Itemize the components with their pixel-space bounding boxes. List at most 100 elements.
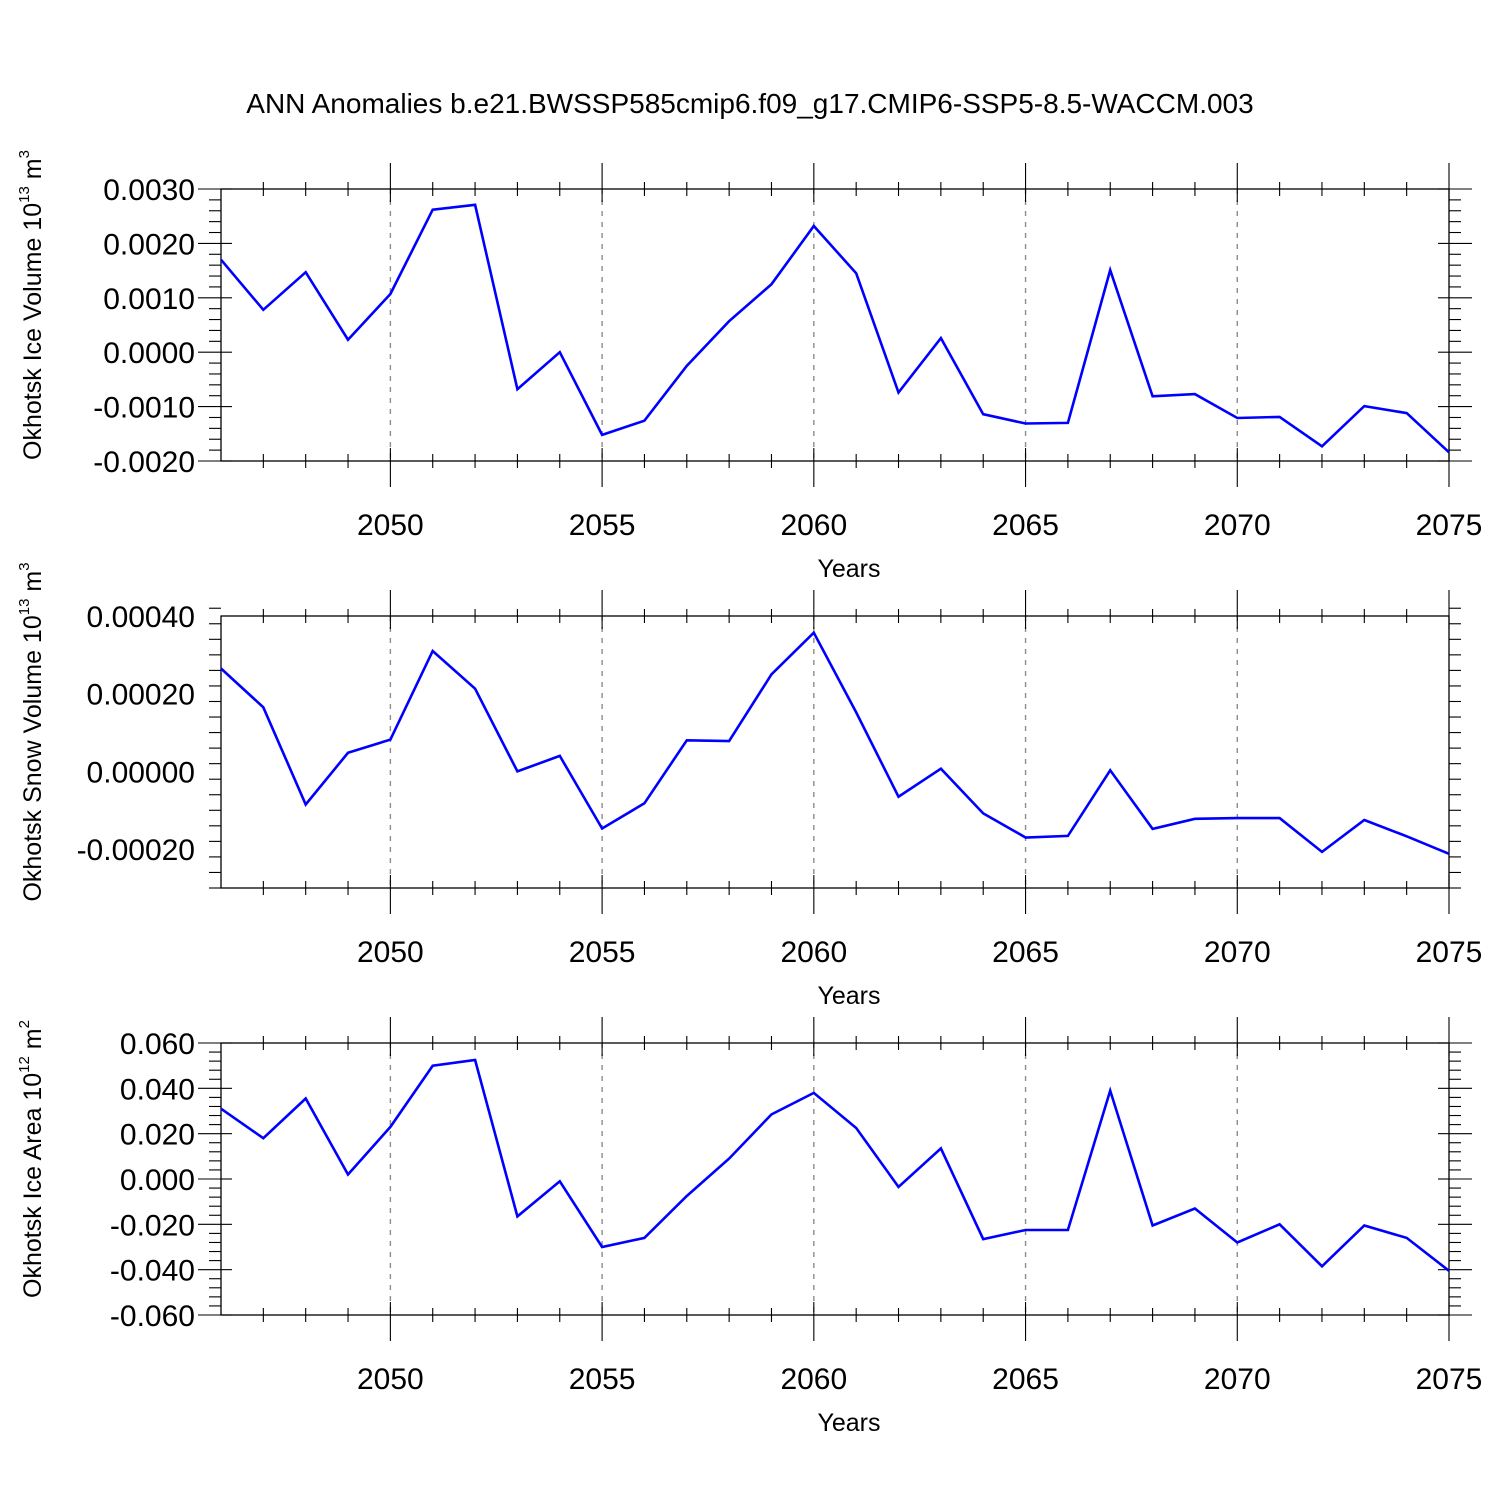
x-tick-label: 2060	[780, 1363, 847, 1396]
data-point	[558, 1179, 562, 1183]
data-point	[981, 811, 985, 815]
data-point	[642, 801, 646, 805]
data-point	[981, 1237, 985, 1241]
y-axis-label-unit: m	[19, 1028, 47, 1056]
data-point	[1024, 835, 1028, 839]
data-point	[854, 271, 858, 275]
plot-frame	[220, 188, 1450, 462]
data-point	[346, 751, 350, 755]
data-point	[1447, 852, 1451, 856]
data-point	[304, 1097, 308, 1101]
y-tick-label: -0.020	[110, 1209, 195, 1242]
data-point	[600, 827, 604, 831]
data-point	[219, 1107, 223, 1111]
data-point	[1320, 1264, 1324, 1268]
chart-panel-2: 2050 2055 2060 2065 2070 2075 -0.00020 0.00000 0…	[16, 562, 1482, 1010]
y-axis-label-unit-exponent: 3	[16, 150, 33, 158]
y-tick-label: 0.060	[120, 1028, 195, 1061]
x-tick-label: 2055	[569, 509, 636, 542]
data-point	[473, 203, 477, 207]
data-point	[854, 710, 858, 714]
data-point	[854, 1126, 858, 1130]
data-point	[812, 631, 816, 635]
data-point	[473, 1058, 477, 1062]
data-point	[1278, 1222, 1282, 1226]
x-axis-label: Years	[817, 1409, 880, 1437]
x-axis-label: Years	[817, 555, 880, 583]
data-point	[219, 258, 223, 262]
data-point	[642, 419, 646, 423]
series-line	[220, 203, 1450, 454]
data-point	[1235, 816, 1239, 820]
figure-title: ANN Anomalies b.e21.BWSSP585cmip6.f09_g1…	[246, 88, 1253, 119]
x-tick-label: 2075	[1416, 936, 1483, 969]
data-point	[1405, 1236, 1409, 1240]
plot-frame	[220, 615, 1450, 889]
y-tick-label: -0.0020	[93, 446, 195, 479]
data-point	[1320, 850, 1324, 854]
y-tick-label: 0.00000	[87, 756, 195, 789]
y-tick-label: 0.040	[120, 1073, 195, 1106]
x-tick-label: 2060	[780, 509, 847, 542]
series-line	[220, 630, 1450, 856]
y-axis-label-text: Okhotsk Ice Volume 10	[19, 203, 47, 460]
x-tick-label: 2055	[569, 936, 636, 969]
data-point	[600, 1245, 604, 1249]
data-point	[939, 767, 943, 771]
y-tick-label: 0.0010	[103, 283, 195, 316]
data-point	[897, 1185, 901, 1189]
x-tick-label: 2060	[780, 936, 847, 969]
data-point	[1362, 1223, 1366, 1227]
data-point	[1024, 1228, 1028, 1232]
data-point	[304, 270, 308, 274]
data-point	[1066, 834, 1070, 838]
data-point	[685, 1194, 689, 1198]
data-point	[558, 754, 562, 758]
data-point	[1278, 415, 1282, 419]
y-axis-label-unit-exponent: 2	[16, 1020, 33, 1028]
data-point	[388, 738, 392, 742]
data-point	[515, 769, 519, 773]
y-axis-label: Okhotsk Snow Volume 1013 m3	[16, 562, 47, 901]
data-point	[1108, 1089, 1112, 1093]
data-point	[685, 364, 689, 368]
x-tick-label: 2050	[357, 1363, 424, 1396]
y-axis-label-text: Okhotsk Ice Area 10	[19, 1073, 47, 1298]
panels: 2050 2055 2060 2065 2070 2075 -0.0020 -0.0010 0.…	[16, 150, 1482, 1437]
data-point	[388, 292, 392, 296]
y-tick-label: 0.0000	[103, 337, 195, 370]
x-tick-label: 2050	[357, 509, 424, 542]
data-point	[1447, 450, 1451, 454]
data-point	[939, 1146, 943, 1150]
data-point	[388, 1125, 392, 1129]
series-line	[220, 1058, 1450, 1272]
data-point	[600, 433, 604, 437]
x-tick-label: 2075	[1416, 1363, 1483, 1396]
data-point	[1024, 421, 1028, 425]
data-point	[1193, 1206, 1197, 1210]
y-tick-label: 0.00020	[87, 679, 195, 712]
y-tick-label: 0.00040	[87, 601, 195, 634]
y-tick-label: 0.0030	[103, 174, 195, 207]
x-tick-label: 2070	[1204, 936, 1271, 969]
data-point	[1151, 827, 1155, 831]
x-axis-label: Years	[817, 982, 880, 1010]
data-point	[769, 672, 773, 676]
y-axis-label-unit: m	[19, 571, 47, 599]
data-point	[769, 282, 773, 286]
data-point	[219, 666, 223, 670]
data-point	[431, 208, 435, 212]
data-point	[1362, 818, 1366, 822]
x-tick-label: 2070	[1204, 509, 1271, 542]
data-point	[1151, 1223, 1155, 1227]
data-point	[1066, 421, 1070, 425]
data-point	[261, 308, 265, 312]
data-point	[897, 390, 901, 394]
data-point	[1405, 411, 1409, 415]
data-point	[431, 1064, 435, 1068]
data-point	[304, 802, 308, 806]
data-point	[346, 338, 350, 342]
y-tick-label: 0.020	[120, 1119, 195, 1152]
data-point	[769, 1112, 773, 1116]
y-tick-label: -0.040	[110, 1255, 195, 1288]
